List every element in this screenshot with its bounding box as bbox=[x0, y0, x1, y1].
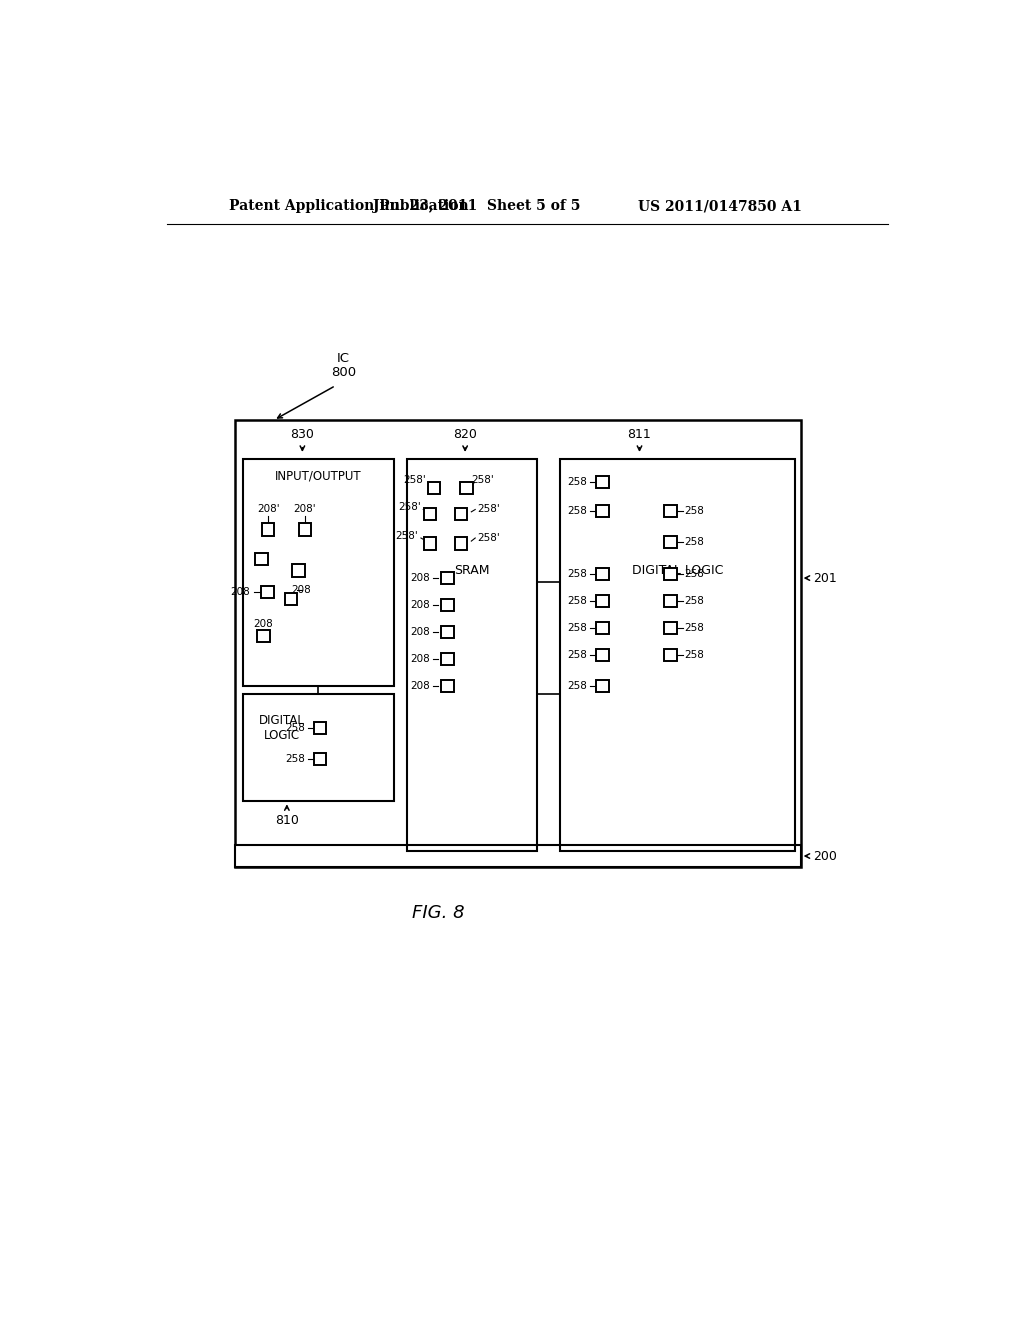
Text: 820: 820 bbox=[454, 428, 477, 441]
Text: 258: 258 bbox=[567, 623, 588, 634]
Bar bbox=[596, 475, 608, 488]
Bar bbox=[596, 568, 608, 581]
Text: 258': 258' bbox=[477, 533, 500, 543]
Text: 258': 258' bbox=[477, 504, 500, 513]
Text: 258: 258 bbox=[684, 537, 705, 546]
Bar bbox=[665, 595, 677, 607]
Bar bbox=[455, 537, 467, 549]
Text: 208: 208 bbox=[411, 601, 430, 610]
Bar bbox=[665, 568, 677, 581]
Text: 258: 258 bbox=[684, 597, 705, 606]
Bar bbox=[428, 482, 440, 494]
Bar bbox=[292, 564, 305, 577]
Bar bbox=[234, 420, 801, 867]
Text: 258: 258 bbox=[684, 623, 705, 634]
Text: 258': 258' bbox=[403, 475, 426, 486]
Bar bbox=[257, 630, 270, 642]
Bar bbox=[314, 752, 327, 766]
Text: 258: 258 bbox=[285, 723, 305, 733]
Bar bbox=[665, 622, 677, 635]
Text: 830: 830 bbox=[291, 428, 314, 441]
Text: DIGITAL: DIGITAL bbox=[258, 714, 304, 727]
Text: 258: 258 bbox=[567, 506, 588, 516]
Text: 811: 811 bbox=[628, 428, 651, 441]
Bar bbox=[596, 504, 608, 517]
Bar bbox=[665, 536, 677, 548]
Text: 208: 208 bbox=[411, 627, 430, 638]
Bar bbox=[441, 653, 454, 665]
Bar bbox=[441, 599, 454, 611]
Text: INPUT/OUTPUT: INPUT/OUTPUT bbox=[275, 469, 361, 482]
Bar bbox=[243, 693, 394, 801]
Text: 258: 258 bbox=[684, 506, 705, 516]
Bar bbox=[243, 459, 394, 686]
Bar bbox=[441, 572, 454, 585]
Text: 258': 258' bbox=[471, 475, 494, 486]
Bar bbox=[424, 537, 436, 549]
Text: 258: 258 bbox=[684, 649, 705, 660]
Bar bbox=[285, 593, 297, 605]
Text: 201: 201 bbox=[814, 572, 838, 585]
Text: 200: 200 bbox=[813, 850, 838, 862]
Text: 810: 810 bbox=[274, 814, 299, 828]
Bar bbox=[261, 586, 273, 598]
Text: IC: IC bbox=[337, 352, 350, 366]
Text: 258: 258 bbox=[567, 649, 588, 660]
Bar bbox=[441, 680, 454, 692]
Text: 258: 258 bbox=[567, 681, 588, 690]
Text: 258': 258' bbox=[395, 531, 418, 541]
Text: Jun. 23, 2011  Sheet 5 of 5: Jun. 23, 2011 Sheet 5 of 5 bbox=[373, 199, 581, 213]
Bar bbox=[596, 649, 608, 661]
Bar bbox=[407, 459, 538, 851]
Text: DIGITAL LOGIC: DIGITAL LOGIC bbox=[632, 564, 723, 577]
Text: 208: 208 bbox=[411, 653, 430, 664]
Bar bbox=[424, 508, 436, 520]
Bar bbox=[665, 504, 677, 517]
Text: 258: 258 bbox=[567, 569, 588, 579]
Bar bbox=[665, 649, 677, 661]
Text: FIG. 8: FIG. 8 bbox=[412, 904, 464, 921]
Text: 208: 208 bbox=[291, 585, 310, 594]
Bar bbox=[441, 626, 454, 638]
Bar bbox=[299, 523, 311, 536]
Bar bbox=[455, 508, 467, 520]
Text: Patent Application Publication: Patent Application Publication bbox=[228, 199, 468, 213]
Text: SRAM: SRAM bbox=[455, 564, 489, 577]
Text: 258: 258 bbox=[285, 754, 305, 764]
Bar bbox=[461, 482, 473, 494]
Bar bbox=[596, 595, 608, 607]
Bar bbox=[262, 523, 274, 536]
Text: 258: 258 bbox=[567, 597, 588, 606]
Bar bbox=[255, 553, 267, 565]
Text: 208': 208' bbox=[294, 504, 316, 513]
Text: LOGIC: LOGIC bbox=[263, 730, 299, 742]
Text: 208': 208' bbox=[257, 504, 280, 513]
Bar bbox=[314, 722, 327, 734]
Text: 208: 208 bbox=[411, 681, 430, 690]
Bar bbox=[234, 845, 801, 867]
Text: 208: 208 bbox=[411, 573, 430, 583]
Text: 258': 258' bbox=[398, 502, 421, 512]
Bar bbox=[596, 622, 608, 635]
Bar bbox=[560, 459, 795, 851]
Text: 800: 800 bbox=[331, 366, 356, 379]
Text: 208: 208 bbox=[254, 619, 273, 630]
Text: 208: 208 bbox=[230, 587, 251, 597]
Text: US 2011/0147850 A1: US 2011/0147850 A1 bbox=[638, 199, 802, 213]
Text: 258: 258 bbox=[684, 569, 705, 579]
Bar bbox=[596, 680, 608, 692]
Text: 258: 258 bbox=[567, 477, 588, 487]
